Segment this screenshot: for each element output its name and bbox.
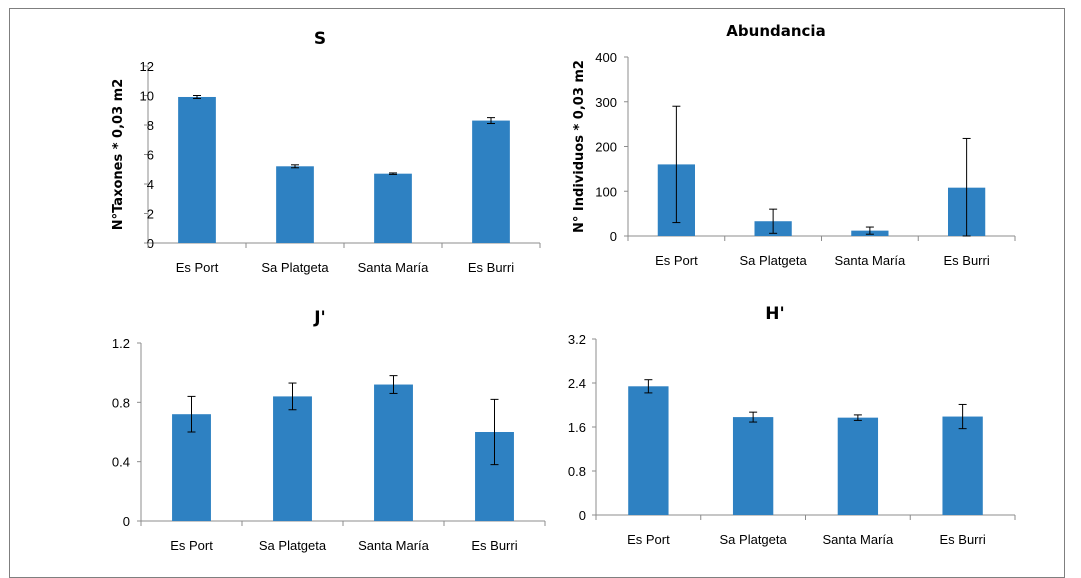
s-y-tick-label: 12	[140, 59, 154, 74]
s-y-axis-label: N°Taxones * 0,03 m2	[111, 79, 126, 231]
s-y-tick-label: 2	[147, 207, 154, 222]
s-y-tick-label: 4	[147, 177, 154, 192]
j-bar	[374, 384, 413, 521]
s-y-tick-label: 6	[147, 148, 154, 163]
h-y-tick-label: 0.8	[568, 464, 586, 479]
abundancia-category-label: Es Burri	[944, 253, 990, 268]
j-category-label: Es Burri	[471, 538, 517, 553]
j-category-label: Es Port	[170, 538, 213, 553]
h-y-tick-label: 1.6	[568, 420, 586, 435]
abundancia-y-tick-label: 300	[595, 95, 617, 110]
s-y-tick-label: 10	[140, 89, 154, 104]
j-category-label: Santa María	[358, 538, 430, 553]
abundancia-category-label: Santa María	[834, 253, 906, 268]
h-y-tick-label: 3.2	[568, 332, 586, 347]
h-category-label: Es Port	[627, 532, 670, 547]
j-bar	[273, 396, 312, 521]
s-category-label: Es Port	[176, 260, 219, 275]
charts-canvas: S 0 2 4 6 8 10 12 Es Port Sa Platgeta Santa María E…	[111, 22, 1016, 553]
j-y-tick-label: 0	[123, 514, 130, 529]
h-y-tick-label: 0	[579, 508, 586, 523]
abundancia-y-tick-label: 100	[595, 184, 617, 199]
s-bar	[276, 166, 314, 243]
s-bar	[374, 173, 412, 243]
s-y-tick-label: 0	[147, 236, 154, 251]
j-category-label: Sa Platgeta	[259, 538, 327, 553]
abundancia-y-tick-label: 0	[610, 229, 617, 244]
s-chart-title: S	[314, 29, 326, 49]
abundancia-chart-title: Abundancia	[726, 22, 825, 40]
s-category-label: Sa Platgeta	[261, 260, 329, 275]
h-y-tick-label: 2.4	[568, 376, 586, 391]
s-category-label: Es Burri	[468, 260, 514, 275]
h-category-label: Sa Platgeta	[720, 532, 788, 547]
h-category-label: Santa María	[822, 532, 894, 547]
j-y-tick-label: 0.8	[112, 395, 130, 410]
abundancia-y-tick-label: 200	[595, 140, 617, 155]
h-bar	[732, 417, 774, 515]
j-y-tick-label: 1.2	[112, 336, 130, 351]
s-bar	[178, 96, 216, 243]
j-chart-title: J'	[313, 308, 326, 328]
j-y-tick-label: 0.4	[112, 455, 130, 470]
s-y-tick-label: 8	[147, 118, 154, 133]
abundancia-y-axis-label: N° Individuos * 0,03 m2	[572, 60, 587, 233]
abundancia-y-tick-label: 400	[595, 50, 617, 65]
s-bar	[472, 120, 510, 243]
h-category-label: Es Burri	[940, 532, 986, 547]
h-bar	[942, 416, 983, 515]
s-category-label: Santa María	[358, 260, 430, 275]
h-bar	[837, 417, 879, 515]
abundancia-category-label: Sa Platgeta	[740, 253, 808, 268]
h-bar	[628, 386, 669, 515]
abundancia-category-label: Es Port	[655, 253, 698, 268]
h-chart-title: H'	[765, 304, 784, 324]
